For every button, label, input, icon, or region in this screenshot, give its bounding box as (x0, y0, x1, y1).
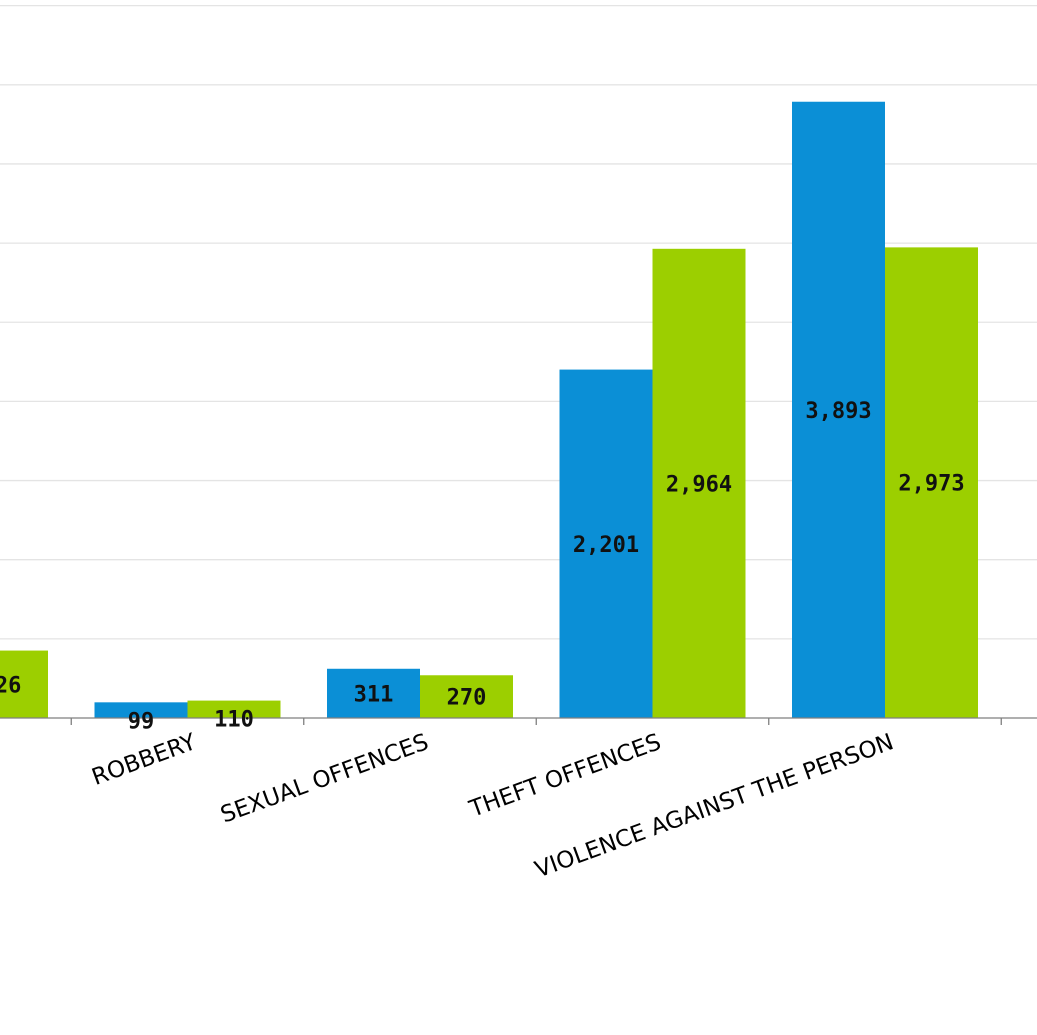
category-label: VIOLENCE AGAINST THE PERSON (532, 729, 897, 883)
gridlines (0, 5, 1037, 640)
bar (559, 369, 653, 718)
bar (652, 248, 746, 718)
x-axis (0, 717, 1037, 725)
bar (420, 675, 513, 718)
category-label: THEFT OFFENCES (465, 729, 664, 823)
bar (187, 700, 281, 718)
data-label: 2,201 (573, 533, 639, 558)
data-label: 426 (0, 673, 21, 698)
data-label: 2,973 (898, 472, 964, 497)
data-label: 99 (128, 709, 155, 734)
bars (0, 101, 978, 719)
bar (885, 247, 978, 719)
category-labels: ROBBERY SEXUAL OFFENCES THEFT OFFENCESVIOL… (88, 729, 897, 884)
data-label: 110 (214, 708, 254, 733)
data-label: 2,964 (666, 472, 732, 497)
bar (0, 650, 48, 718)
category-label: ROBBERY (88, 729, 200, 791)
bar (94, 702, 188, 718)
bar (792, 101, 885, 718)
data-label: 270 (447, 686, 487, 711)
bar (327, 668, 420, 718)
data-label: 311 (354, 682, 394, 707)
data-labels: 426 99 110 311 270 2,201 2,964 3,893 2,973 (0, 399, 965, 734)
data-label: 3,893 (805, 399, 871, 424)
category-label: SEXUAL OFFENCES (217, 729, 432, 828)
